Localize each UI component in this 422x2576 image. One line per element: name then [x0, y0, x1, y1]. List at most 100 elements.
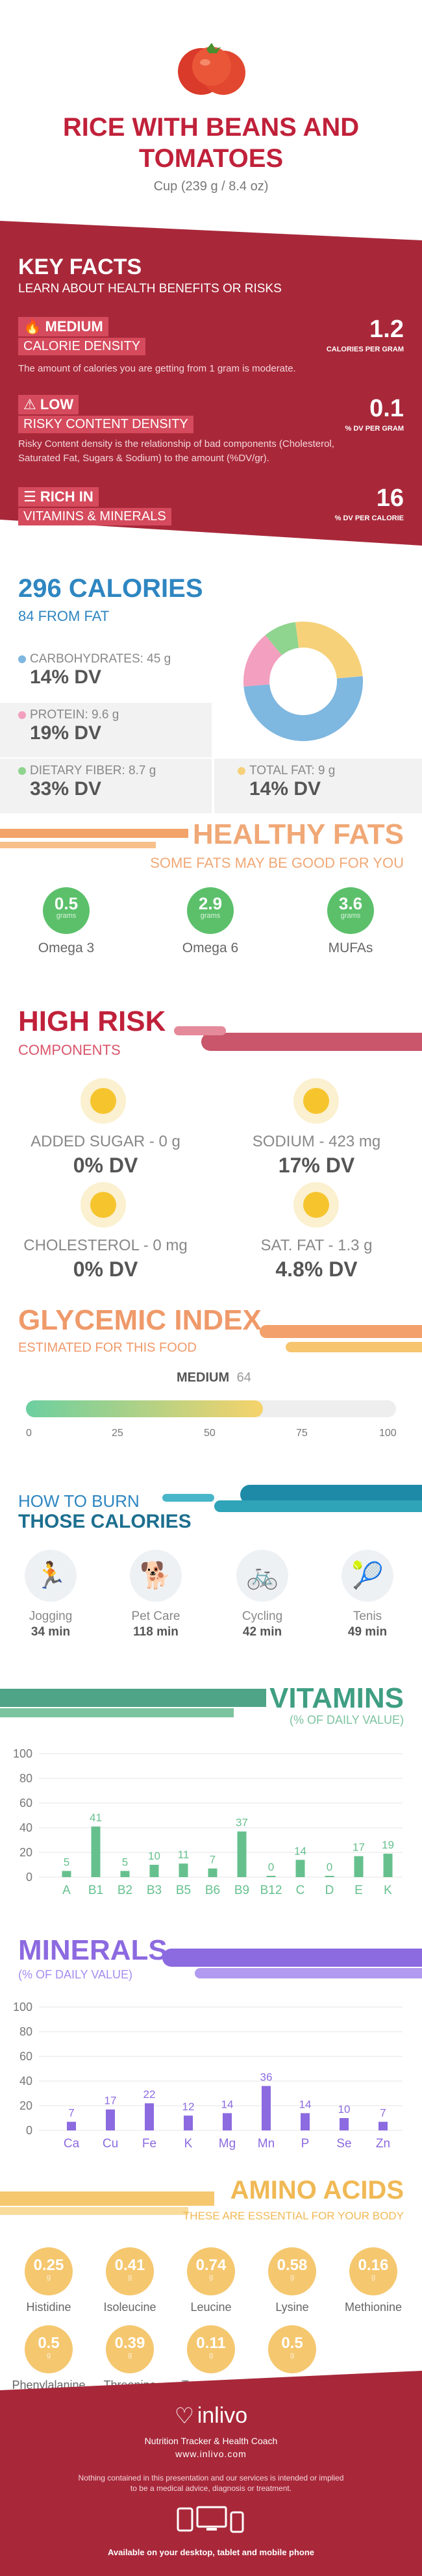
- mineral-bar-P: [301, 2113, 310, 2130]
- added-sugar-smile-icon: [81, 1078, 126, 1124]
- minerals-stripe: [162, 1949, 422, 1967]
- vitamin-value-B1: 41: [90, 1812, 102, 1824]
- gi-tick-0: 0: [26, 1428, 32, 1439]
- vitamin-bar-B3: [149, 1865, 159, 1877]
- vitamin-ytick: 60: [19, 1797, 32, 1810]
- available-text: Available on your desktop, tablet and mo…: [107, 2547, 315, 2557]
- omega3-circle: 0.5 grams: [43, 887, 90, 934]
- fiber-dot: [18, 766, 26, 775]
- calorie-density-block: 🔥 MEDIUM CALORIE DENSITY The amount of c…: [18, 317, 356, 376]
- vitamin-value-K: 19: [382, 1839, 394, 1851]
- glycemic-subtitle: ESTIMATED FOR THIS FOOD: [18, 1341, 197, 1355]
- mineral-label-K: K: [184, 2137, 193, 2151]
- key-facts-heading: KEY FACTS: [18, 255, 142, 279]
- mineral-value-K: 12: [182, 2101, 195, 2113]
- mineral-ytick: 0: [26, 2124, 32, 2137]
- fat-dot: [238, 766, 245, 775]
- sodium-smile-icon: [293, 1078, 339, 1124]
- tennis-label: Tenis: [353, 1610, 382, 1623]
- protein-label: PROTEIN: 9.6 g: [30, 708, 119, 722]
- vitamin-label-B12: B12: [260, 1884, 282, 1897]
- amino-label-histidine: Histidine: [26, 2301, 71, 2314]
- footer-tagline: Nutrition Tracker & Health Coach: [144, 2436, 278, 2446]
- mineral-bar-Cu: [106, 2109, 115, 2130]
- vitamin-bar-B9: [237, 1831, 247, 1877]
- calorie-level: 🔥 MEDIUM: [18, 317, 108, 336]
- pet-care-time: 118 min: [133, 1625, 179, 1639]
- vitamins-stripe: [0, 1689, 266, 1707]
- heart-logo-icon: ♡ inlivo: [174, 2403, 248, 2429]
- amino-circle-threonine: 0.39 g: [106, 2325, 154, 2373]
- high-risk-stripe: [201, 1033, 422, 1051]
- mineral-value-Ca: 7: [68, 2107, 74, 2119]
- gi-tick-100: 100: [379, 1428, 397, 1439]
- vitamin-bar-D: [325, 1876, 334, 1877]
- vitamin-bar-B12: [266, 1876, 276, 1877]
- vitamin-ytick: 100: [13, 1747, 32, 1760]
- glycemic-fill: [26, 1400, 263, 1417]
- carbs-label: CARBOHYDRATES: 45 g: [30, 652, 171, 666]
- fat-block: TOTAL FAT: 9 g 14% DV: [214, 759, 422, 813]
- mineral-bar-Mg: [223, 2113, 232, 2130]
- vitamin-value-B12: 0: [268, 1861, 274, 1873]
- amino-circle-histidine: 0.25 g: [25, 2247, 73, 2295]
- vitamin-value-C: 14: [294, 1845, 306, 1857]
- mufas-circle: 3.6 grams: [327, 887, 374, 934]
- cycling-icon: 🚲: [236, 1550, 288, 1602]
- vitamins-title: VITAMINS: [269, 1682, 404, 1714]
- key-facts-subheading: LEARN ABOUT HEALTH BENEFITS OR RISKS: [18, 282, 282, 296]
- calories-from-fat: 84 FROM FAT: [18, 608, 110, 624]
- amino-circle-valine: 0.5 g: [268, 2325, 316, 2373]
- gi-tick-75: 75: [296, 1428, 308, 1439]
- mineral-label-Zn: Zn: [376, 2137, 390, 2151]
- burn-title-2: THOSE CALORIES: [18, 1511, 192, 1532]
- cholesterol-label: CHOLESTEROL - 0 mg: [23, 1237, 188, 1254]
- calorie-label: CALORIE DENSITY: [18, 338, 146, 355]
- calorie-value: 1.2: [369, 316, 404, 343]
- calories-donut-chart: [242, 620, 365, 743]
- mineral-label-Mn: Mn: [258, 2137, 275, 2151]
- added-sugar-label: ADDED SUGAR - 0 g: [31, 1133, 180, 1150]
- cholesterol-dv: 0% DV: [73, 1257, 138, 1281]
- risky-density-block: ⚠ LOW RISKY CONTENT DENSITY Risky Conten…: [18, 395, 369, 466]
- vitamin-ytick: 80: [19, 1772, 32, 1785]
- mineral-value-Zn: 7: [380, 2107, 386, 2119]
- sat-fat-label: SAT. FAT - 1.3 g: [260, 1237, 373, 1254]
- mineral-ytick: 60: [19, 2050, 32, 2063]
- jogging-label: Jogging: [29, 1610, 73, 1623]
- mineral-label-Se: Se: [336, 2137, 351, 2151]
- risky-value: 0.1: [369, 395, 404, 422]
- rich-value: 16: [376, 485, 404, 512]
- vitamin-value-E: 17: [353, 1841, 365, 1854]
- vitamin-value-D: 0: [327, 1861, 332, 1873]
- vitamin-label-A: A: [62, 1884, 71, 1897]
- fiber-block: DIETARY FIBER: 8.7 g 33% DV: [0, 759, 212, 813]
- amino-label-leucine: Leucine: [190, 2301, 232, 2314]
- vitamin-value-B9: 37: [236, 1817, 248, 1829]
- vitamin-label-B6: B6: [205, 1884, 220, 1897]
- footer: [0, 2371, 422, 2576]
- glycemic-title: GLYCEMIC INDEX: [18, 1304, 262, 1336]
- vitamin-value-B3: 10: [148, 1850, 160, 1862]
- mineral-label-Ca: Ca: [64, 2137, 80, 2151]
- serving-size: Cup (239 g / 8.4 oz): [153, 179, 269, 194]
- carbs-dot: [18, 655, 26, 663]
- fiber-label: DIETARY FIBER: 8.7 g: [30, 764, 156, 777]
- amino-circle-phenylalanine: 0.5 g: [25, 2325, 73, 2373]
- fiber-dv: 33% DV: [30, 778, 102, 800]
- sodium-label: SODIUM - 423 mg: [252, 1133, 381, 1150]
- glycemic-stripe: [260, 1325, 422, 1338]
- risky-level: ⚠ LOW: [18, 395, 79, 414]
- mineral-bar-Zn: [379, 2121, 388, 2130]
- sat-fat-dv: 4.8% DV: [275, 1257, 358, 1281]
- vitamin-label-B1: B1: [88, 1884, 103, 1897]
- vitamin-label-B5: B5: [176, 1884, 191, 1897]
- vitamin-label-B2: B2: [118, 1884, 132, 1897]
- vitamin-value-A: 5: [64, 1856, 69, 1869]
- protein-block: PROTEIN: 9.6 g 19% DV: [0, 703, 212, 757]
- mineral-value-Mn: 36: [260, 2071, 273, 2084]
- vitamin-value-B2: 5: [122, 1856, 128, 1869]
- fat-label: TOTAL FAT: 9 g: [249, 764, 336, 777]
- vitamin-label-E: E: [354, 1884, 363, 1897]
- footer-url[interactable]: www.inlivo.com: [175, 2449, 247, 2459]
